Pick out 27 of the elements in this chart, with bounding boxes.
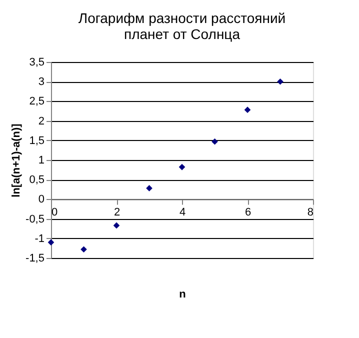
point <box>244 106 251 113</box>
point <box>178 164 186 170</box>
y-tick-label: 0 <box>38 194 44 206</box>
x-tick-label: 4 <box>179 206 186 219</box>
y-tick-label: 1 <box>38 154 44 166</box>
x-tick-label: 6 <box>244 206 252 219</box>
x-tick-label: 8 <box>307 206 314 219</box>
y-axis-title: ln[a(n+1)-a(n)] <box>10 123 23 198</box>
point <box>277 78 284 85</box>
y-tick-label: 3,5 <box>29 56 44 68</box>
point <box>212 138 218 145</box>
y-tick-label: 2 <box>38 115 44 128</box>
y-tick-label: 0,5 <box>29 174 44 186</box>
y-tick-label: -1,5 <box>26 252 44 264</box>
point <box>146 185 152 192</box>
y-tick-label: 1,5 <box>29 134 44 147</box>
chart-title: Логарифм разности расстояний планет от Солнца <box>78 10 286 42</box>
x-tick-label: 0 <box>52 206 58 219</box>
y-tick-label: 3 <box>38 76 44 88</box>
point <box>80 246 87 253</box>
point <box>113 222 120 229</box>
point <box>48 239 54 246</box>
x-axis-title: n <box>179 288 186 300</box>
y-tick-label: -0,5 <box>26 213 44 226</box>
x-tick-label: 2 <box>114 206 120 219</box>
y-tick-label: 2,5 <box>29 96 44 108</box>
y-tick-label: -1 <box>34 232 44 245</box>
